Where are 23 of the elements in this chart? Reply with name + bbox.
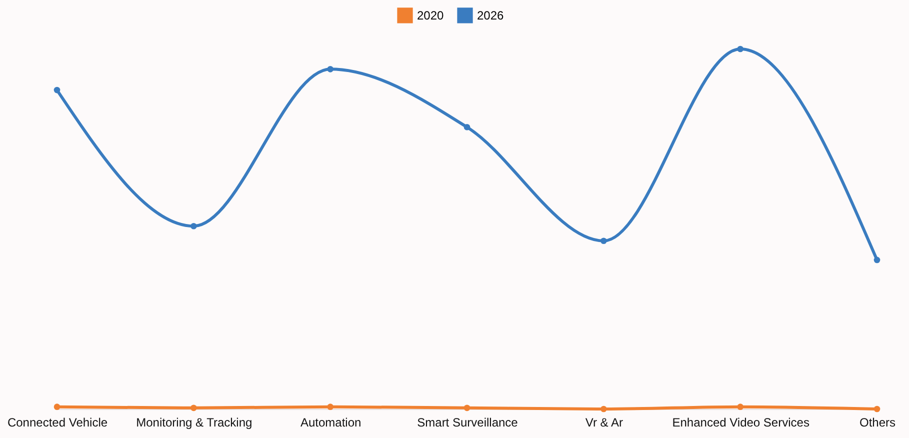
x-tick-label: Vr & Ar [585, 416, 623, 430]
x-tick-label: Connected Vehicle [7, 416, 108, 430]
x-tick-label: Enhanced Video Services [672, 416, 810, 430]
point [327, 66, 334, 72]
point [737, 404, 744, 410]
point [874, 256, 880, 264]
legend-label: 2020 [417, 8, 444, 22]
point [874, 406, 880, 412]
point [190, 404, 197, 412]
x-tick-label: Automation [300, 416, 362, 430]
legend-label: 2026 [477, 8, 504, 22]
point [327, 404, 334, 410]
point [600, 238, 607, 244]
point [737, 46, 744, 52]
x-tick-label: Smart Surveillance [417, 416, 518, 430]
point [190, 222, 197, 230]
x-tick-label: Others [859, 416, 896, 430]
point [600, 406, 607, 412]
x-tick-label: Monitoring & Tracking [136, 416, 252, 430]
point [54, 86, 60, 94]
point [464, 124, 470, 130]
point [464, 404, 470, 412]
point [54, 404, 60, 410]
